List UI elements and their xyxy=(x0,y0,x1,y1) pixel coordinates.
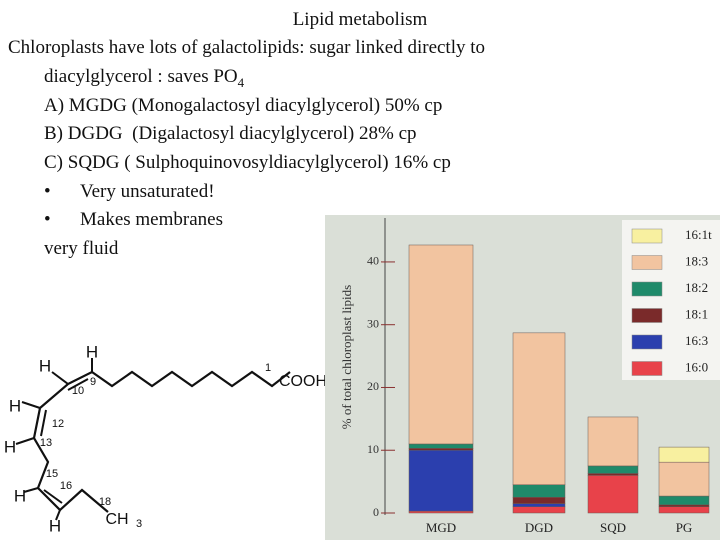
structure-label: 9 xyxy=(90,376,96,388)
bar-segment xyxy=(408,510,474,514)
x-tick-label: DGD xyxy=(525,520,553,535)
x-tick-label: SQD xyxy=(600,520,626,535)
subscript: 4 xyxy=(237,74,245,90)
legend-box xyxy=(622,220,720,380)
h-bond xyxy=(23,487,39,493)
legend-swatch xyxy=(631,308,663,323)
legend-label: 18:3 xyxy=(685,253,708,268)
bar-segment xyxy=(408,443,474,449)
structure-label: H xyxy=(9,396,21,415)
y-tick-label: 40 xyxy=(367,254,379,268)
bar-segment xyxy=(512,484,566,498)
bar-segment xyxy=(658,446,710,463)
y-tick-label: 10 xyxy=(367,442,379,456)
double-bond xyxy=(43,489,63,504)
legend-label: 16:3 xyxy=(685,333,708,348)
h-bond xyxy=(55,509,61,521)
bar-segment xyxy=(658,495,710,506)
text-line: very fluid xyxy=(44,238,119,259)
legend-label: 18:1 xyxy=(685,306,708,321)
legend-label: 18:2 xyxy=(685,280,708,295)
structure-label: H xyxy=(49,516,61,535)
bar-segment xyxy=(587,475,639,514)
double-bond xyxy=(67,378,89,391)
item: A) MGDG (Monogalactosyl diacylglycerol) … xyxy=(44,95,443,116)
bullet: • xyxy=(44,181,51,202)
chart: 0 10 20 30 40 % of total chloroplast lipids MG… xyxy=(325,215,720,540)
text: diacylglycerol : saves PO xyxy=(44,66,238,87)
y-tick-label: 20 xyxy=(367,379,379,393)
text-line: Chloroplasts have lots of galactolipids:… xyxy=(8,37,486,58)
slide-title: Lipid metabolism xyxy=(292,9,428,30)
legend-swatch xyxy=(631,334,663,350)
item: C) SQDG ( Sulphoquinovosyldiacylglycerol… xyxy=(44,152,451,173)
bar-segment xyxy=(658,506,710,514)
bullet-text: Very unsaturated! xyxy=(80,181,215,202)
h-bond xyxy=(15,437,35,445)
structure-label: 1 xyxy=(265,362,271,374)
bar-segment xyxy=(512,332,566,486)
h-bond xyxy=(21,401,41,409)
legend-swatch xyxy=(631,281,663,297)
structure-label: H xyxy=(39,356,51,375)
structure-label: COOH xyxy=(279,373,327,390)
legend-swatch xyxy=(631,228,663,244)
structure-label: 12 xyxy=(52,418,64,430)
bar-segment xyxy=(587,473,639,476)
structure-label: 13 xyxy=(40,437,52,449)
structure-label: 10 xyxy=(72,385,84,397)
formula-line: diacylglycerol : saves PO4 xyxy=(44,66,244,94)
double-bond xyxy=(40,409,47,437)
x-tick-label: PG xyxy=(676,520,693,535)
bullet: • xyxy=(44,209,51,230)
legend-swatch xyxy=(631,255,663,270)
bar-segment xyxy=(512,506,566,514)
legend-label: 16:1t xyxy=(685,227,712,242)
bar-segment xyxy=(587,465,639,474)
y-tick-label: 30 xyxy=(367,316,379,330)
bullet-text: Makes membranes xyxy=(80,209,223,230)
structure-label: CH xyxy=(105,511,128,528)
bar-segment xyxy=(512,503,566,507)
bar-segment xyxy=(587,416,639,467)
x-tick-label: MGD xyxy=(426,520,456,535)
y-axis-label: % of total chloroplast lipids xyxy=(339,285,354,429)
bar-segment xyxy=(512,497,566,504)
bar-segment xyxy=(408,448,474,451)
bar-segment xyxy=(408,449,474,512)
bar-segment xyxy=(658,504,710,507)
structure-label: 18 xyxy=(99,496,111,508)
bar-segment xyxy=(408,244,474,445)
structure-label: 15 xyxy=(46,468,58,480)
structure-label: 16 xyxy=(60,480,72,492)
item: B) DGDG (Digalactosyl diacylglycerol) 28… xyxy=(44,123,417,144)
structure-label: H xyxy=(4,437,16,456)
structure-label: H xyxy=(14,486,26,505)
y-tick-label: 0 xyxy=(373,505,379,519)
structure-label: H xyxy=(86,342,98,361)
bar-segment xyxy=(658,461,710,497)
legend-swatch xyxy=(631,361,663,376)
legend-label: 16:0 xyxy=(685,359,708,374)
h-bond xyxy=(51,371,69,385)
structure-label: 3 xyxy=(136,518,142,530)
